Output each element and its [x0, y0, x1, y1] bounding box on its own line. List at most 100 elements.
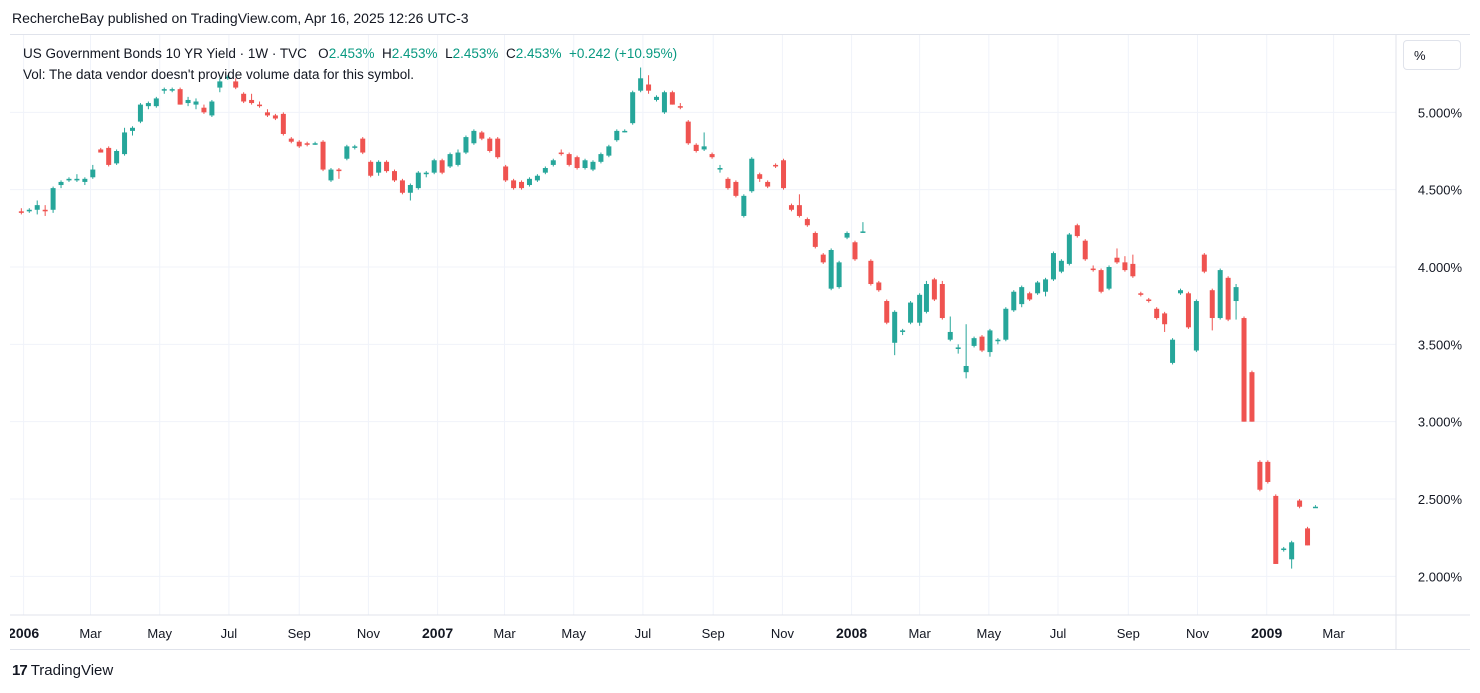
candle-up[interactable] [1193, 299, 1199, 353]
candle-down[interactable] [1297, 499, 1303, 509]
candle-down[interactable] [18, 208, 24, 215]
candle-up[interactable] [908, 301, 914, 325]
candle-down[interactable] [511, 178, 517, 190]
candle-up[interactable] [717, 164, 723, 173]
candle-up[interactable] [129, 126, 135, 136]
candle-up[interactable] [1217, 268, 1223, 320]
candle-up[interactable] [534, 174, 540, 182]
candle-up[interactable] [217, 78, 223, 93]
candle-down[interactable] [1265, 460, 1271, 484]
candle-up[interactable] [114, 149, 120, 165]
candle-down[interactable] [1082, 239, 1088, 261]
candle-up[interactable] [66, 177, 72, 182]
candle-up[interactable] [137, 103, 143, 124]
candle-up[interactable] [1058, 259, 1064, 274]
chart-svg[interactable]: 5.000% 4.500% 4.000% 3.500% 3.000% 2.500% 2.00… [10, 35, 1470, 649]
candle-up[interactable] [995, 338, 1001, 345]
candle-up[interactable] [1050, 251, 1056, 281]
candle-up[interactable] [463, 135, 469, 155]
candle-up[interactable] [423, 171, 429, 178]
candle-down[interactable] [1027, 291, 1033, 302]
candle-up[interactable] [312, 141, 318, 145]
candle-down[interactable] [288, 137, 294, 144]
candle-down[interactable] [1273, 494, 1279, 564]
candle-down[interactable] [177, 87, 183, 105]
candle-down[interactable] [1098, 268, 1104, 294]
candle-up[interactable] [50, 186, 56, 213]
candle-up[interactable] [1066, 232, 1072, 266]
candle-down[interactable] [868, 259, 874, 286]
candle-down[interactable] [931, 277, 937, 302]
candle-up[interactable] [590, 160, 596, 172]
candle-up[interactable] [26, 208, 32, 213]
candle-down[interactable] [1185, 291, 1191, 329]
candle-down[interactable] [1074, 223, 1080, 238]
candle-down[interactable] [646, 75, 652, 94]
candle-down[interactable] [336, 168, 342, 179]
candle-down[interactable] [804, 217, 810, 227]
candle-down[interactable] [1146, 297, 1152, 303]
candle-down[interactable] [677, 103, 683, 110]
candle-down[interactable] [280, 112, 286, 136]
candle-up[interactable] [1178, 288, 1184, 295]
candle-up[interactable] [407, 183, 413, 201]
candle-down[interactable] [781, 158, 787, 190]
candle-up[interactable] [741, 194, 747, 218]
candle-up[interactable] [836, 260, 842, 289]
candle-up[interactable] [1312, 505, 1318, 509]
candle-up[interactable] [923, 280, 929, 314]
candle-up[interactable] [225, 75, 231, 80]
candle-down[interactable] [479, 130, 485, 141]
candle-up[interactable] [638, 67, 644, 93]
candle-up[interactable] [542, 166, 548, 175]
candle-down[interactable] [757, 172, 763, 182]
candle-down[interactable] [1154, 307, 1160, 320]
candle-up[interactable] [193, 98, 199, 110]
candle-up[interactable] [653, 95, 659, 102]
candle-up[interactable] [431, 158, 437, 175]
candle-down[interactable] [709, 152, 715, 159]
candle-down[interactable] [233, 78, 239, 90]
candle-down[interactable] [1201, 253, 1207, 274]
candle-up[interactable] [526, 177, 532, 187]
candle-up[interactable] [971, 336, 977, 348]
candle-up[interactable] [1289, 540, 1295, 569]
candle-down[interactable] [852, 240, 858, 261]
candle-down[interactable] [1249, 370, 1255, 422]
candle-up[interactable] [749, 157, 755, 193]
candle-down[interactable] [765, 180, 771, 189]
candle-down[interactable] [264, 109, 270, 117]
candle-up[interactable] [153, 96, 159, 108]
candle-up[interactable] [630, 90, 636, 125]
candle-down[interactable] [241, 92, 247, 104]
candle-up[interactable] [701, 132, 707, 151]
candle-down[interactable] [876, 280, 882, 292]
candle-up[interactable] [376, 160, 382, 176]
candle-down[interactable] [320, 140, 326, 172]
candle-down[interactable] [106, 146, 112, 167]
candle-up[interactable] [1170, 338, 1176, 365]
candle-down[interactable] [391, 169, 397, 182]
candle-up[interactable] [1035, 280, 1041, 295]
candle-up[interactable] [661, 90, 667, 114]
candle-up[interactable] [145, 101, 151, 110]
candle-down[interactable] [693, 143, 699, 153]
candle-down[interactable] [1122, 256, 1128, 272]
candle-down[interactable] [558, 149, 564, 156]
candle-up[interactable] [598, 152, 604, 164]
candle-down[interactable] [884, 299, 890, 325]
candle-up[interactable] [90, 164, 96, 179]
candle-down[interactable] [796, 194, 802, 218]
candle-up[interactable] [415, 171, 421, 190]
candle-up[interactable] [74, 174, 80, 182]
candle-up[interactable] [614, 129, 620, 142]
candle-up[interactable] [122, 127, 128, 156]
candle-up[interactable] [455, 149, 461, 167]
candle-up[interactable] [1019, 285, 1025, 308]
candle-down[interactable] [368, 160, 374, 178]
candle-down[interactable] [360, 137, 366, 155]
candle-down[interactable] [495, 137, 501, 159]
candle-down[interactable] [979, 335, 985, 353]
candle-up[interactable] [947, 316, 953, 342]
candle-down[interactable] [669, 90, 675, 105]
